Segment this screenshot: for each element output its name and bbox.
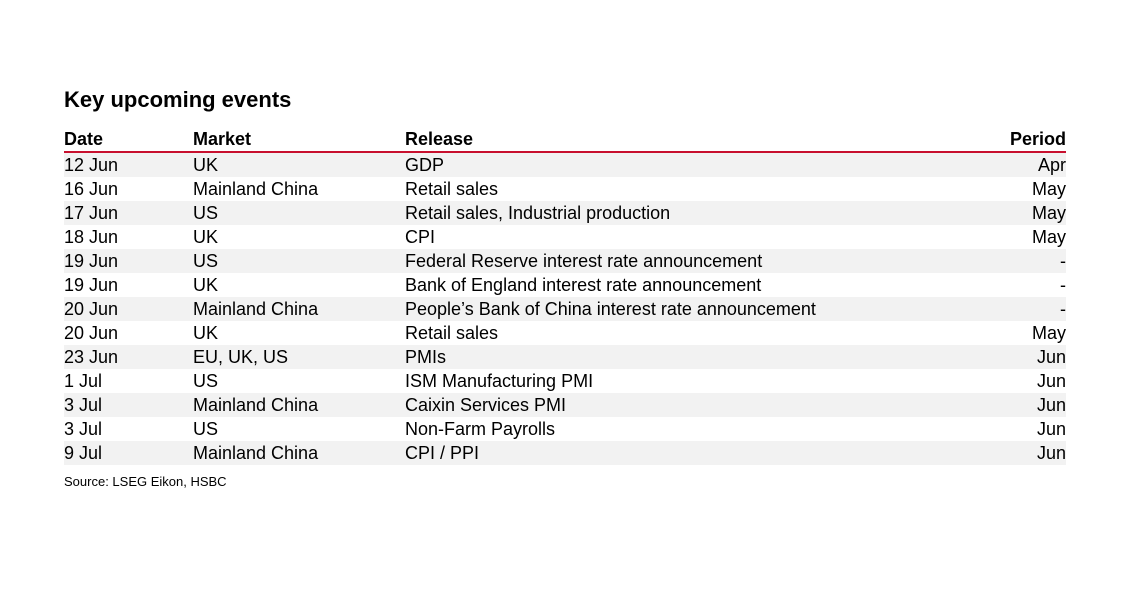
cell-release: Retail sales (405, 179, 499, 199)
header-market: Market (193, 128, 405, 153)
cell-market: US (193, 371, 219, 391)
cell-market: UK (193, 275, 219, 295)
cell-market: UK (193, 227, 219, 247)
cell-release: Bank of England interest rate announceme… (405, 275, 762, 295)
cell-period: Apr (966, 152, 1066, 177)
events-table: Date Market Release Period 12 Jun UK GDP… (64, 128, 1066, 465)
table-row: 3 Jul Mainland China Caixin Services PMI… (64, 393, 1066, 417)
cell-market: Mainland China (193, 441, 405, 465)
cell-date: 19 Jun (64, 275, 119, 295)
cell-period: - (966, 297, 1066, 321)
cell-period: May (1031, 179, 1066, 199)
table-row: 3 Jul US Non-Farm Payrolls Jun (64, 417, 1066, 441)
cell-period: Jun (966, 345, 1066, 369)
cell-date: 3 Jul (64, 393, 193, 417)
cell-release: PMIs (405, 345, 966, 369)
cell-release: Federal Reserve interest rate announceme… (405, 249, 966, 273)
cell-period: Jun (1036, 419, 1066, 439)
cell-date: 20 Jun (64, 323, 119, 343)
cell-release: Non-Farm Payrolls (405, 419, 556, 439)
cell-period: Jun (1036, 371, 1066, 391)
cell-date: 12 Jun (64, 152, 193, 177)
cell-market: Mainland China (193, 297, 405, 321)
cell-market: UK (193, 152, 405, 177)
cell-period: May (1031, 227, 1066, 247)
header-date: Date (64, 128, 193, 153)
cell-date: 18 Jun (64, 227, 119, 247)
cell-date: 9 Jul (64, 441, 193, 465)
cell-release: CPI (405, 227, 436, 247)
table-row: 20 Jun UK Retail sales May (64, 321, 1066, 345)
cell-period: May (966, 201, 1066, 225)
cell-market: EU, UK, US (193, 345, 405, 369)
table-row: 16 Jun Mainland China Retail sales May (64, 177, 1066, 201)
table-row: 19 Jun UK Bank of England interest rate … (64, 273, 1066, 297)
cell-date: 23 Jun (64, 345, 193, 369)
cell-market: US (193, 201, 405, 225)
cell-market: Mainland China (193, 393, 405, 417)
cell-period: - (966, 249, 1066, 273)
cell-period: - (1060, 275, 1066, 295)
table-row: 12 Jun UK GDP Apr (64, 152, 1066, 177)
cell-date: 3 Jul (64, 419, 103, 439)
cell-release: Caixin Services PMI (405, 393, 966, 417)
cell-market: US (193, 419, 219, 439)
table-row: 9 Jul Mainland China CPI / PPI Jun (64, 441, 1066, 465)
table-title: Key upcoming events (64, 87, 292, 112)
table-row: 19 Jun US Federal Reserve interest rate … (64, 249, 1066, 273)
cell-period: Jun (966, 441, 1066, 465)
cell-date: 17 Jun (64, 201, 193, 225)
source-note: Source: LSEG Eikon, HSBC (64, 474, 227, 489)
header-release: Release (405, 128, 966, 153)
cell-release: GDP (405, 152, 966, 177)
cell-release: People’s Bank of China interest rate ann… (405, 297, 966, 321)
header-row: Date Market Release Period (64, 128, 1066, 153)
table-row: 18 Jun UK CPI May (64, 225, 1066, 249)
cell-release: ISM Manufacturing PMI (405, 371, 594, 391)
cell-period: May (1031, 323, 1066, 343)
cell-release: Retail sales (405, 323, 499, 343)
cell-market: Mainland China (193, 179, 319, 199)
cell-date: 19 Jun (64, 249, 193, 273)
table-row: 20 Jun Mainland China People’s Bank of C… (64, 297, 1066, 321)
header-period: Period (966, 128, 1066, 153)
cell-date: 20 Jun (64, 297, 193, 321)
table-row: 23 Jun EU, UK, US PMIs Jun (64, 345, 1066, 369)
table-row: 1 Jul US ISM Manufacturing PMI Jun (64, 369, 1066, 393)
cell-date: 1 Jul (64, 371, 103, 391)
cell-market: US (193, 249, 405, 273)
cell-period: Jun (966, 393, 1066, 417)
cell-date: 16 Jun (64, 179, 119, 199)
cell-market: UK (193, 323, 219, 343)
table-row: 17 Jun US Retail sales, Industrial produ… (64, 201, 1066, 225)
cell-release: Retail sales, Industrial production (405, 201, 966, 225)
cell-release: CPI / PPI (405, 441, 966, 465)
